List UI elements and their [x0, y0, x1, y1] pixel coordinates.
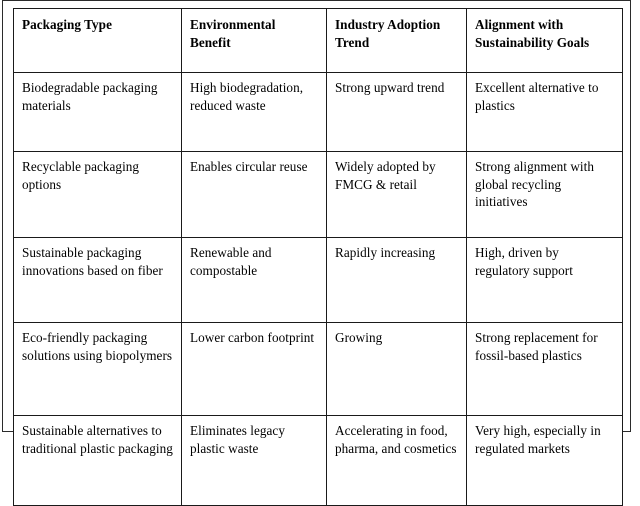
table-body: Biodegradable packaging materials High b…	[13, 72, 623, 506]
cell-industry-adoption-trend: Widely adopted by FMCG & retail	[326, 151, 467, 238]
cell-alignment-with-sustainability-goals: Strong replacement for fossil-based plas…	[466, 322, 623, 416]
cell-alignment-with-sustainability-goals: High, driven by regulatory support	[466, 237, 623, 323]
cell-industry-adoption-trend: Rapidly increasing	[326, 237, 467, 323]
cell-packaging-type: Sustainable packaging innovations based …	[13, 237, 182, 323]
table-row: Sustainable packaging innovations based …	[13, 237, 623, 323]
column-header-packaging-type: Packaging Type	[13, 8, 182, 73]
cell-alignment-with-sustainability-goals: Strong alignment with global recycling i…	[466, 151, 623, 238]
column-header-environmental-benefit: Environmental Benefit	[181, 8, 327, 73]
table-header: Packaging Type Environmental Benefit Ind…	[13, 8, 623, 73]
cell-environmental-benefit: Lower carbon footprint	[181, 322, 327, 416]
cell-alignment-with-sustainability-goals: Very high, especially in regulated marke…	[466, 415, 623, 506]
table-row: Biodegradable packaging materials High b…	[13, 72, 623, 152]
cell-environmental-benefit: High biodegradation, reduced waste	[181, 72, 327, 152]
table-row: Recyclable packaging options Enables cir…	[13, 151, 623, 238]
cell-packaging-type: Sustainable alternatives to traditional …	[13, 415, 182, 506]
table-header-row: Packaging Type Environmental Benefit Ind…	[13, 8, 623, 73]
cell-industry-adoption-trend: Strong upward trend	[326, 72, 467, 152]
table-container: Packaging Type Environmental Benefit Ind…	[13, 8, 623, 506]
cell-packaging-type: Biodegradable packaging materials	[13, 72, 182, 152]
table-row: Sustainable alternatives to traditional …	[13, 415, 623, 506]
packaging-sustainability-table: Packaging Type Environmental Benefit Ind…	[13, 8, 623, 506]
cell-environmental-benefit: Enables circular reuse	[181, 151, 327, 238]
cell-alignment-with-sustainability-goals: Excellent alternative to plastics	[466, 72, 623, 152]
cell-packaging-type: Recyclable packaging options	[13, 151, 182, 238]
cell-industry-adoption-trend: Growing	[326, 322, 467, 416]
column-header-alignment-with-sustainability-goals: Alignment with Sustainability Goals	[466, 8, 623, 73]
cell-packaging-type: Eco-friendly packaging solutions using b…	[13, 322, 182, 416]
cell-environmental-benefit: Renewable and compostable	[181, 237, 327, 323]
cell-environmental-benefit: Eliminates legacy plastic waste	[181, 415, 327, 506]
table-row: Eco-friendly packaging solutions using b…	[13, 322, 623, 416]
cell-industry-adoption-trend: Accelerating in food, pharma, and cosmet…	[326, 415, 467, 506]
column-header-industry-adoption-trend: Industry Adoption Trend	[326, 8, 467, 73]
